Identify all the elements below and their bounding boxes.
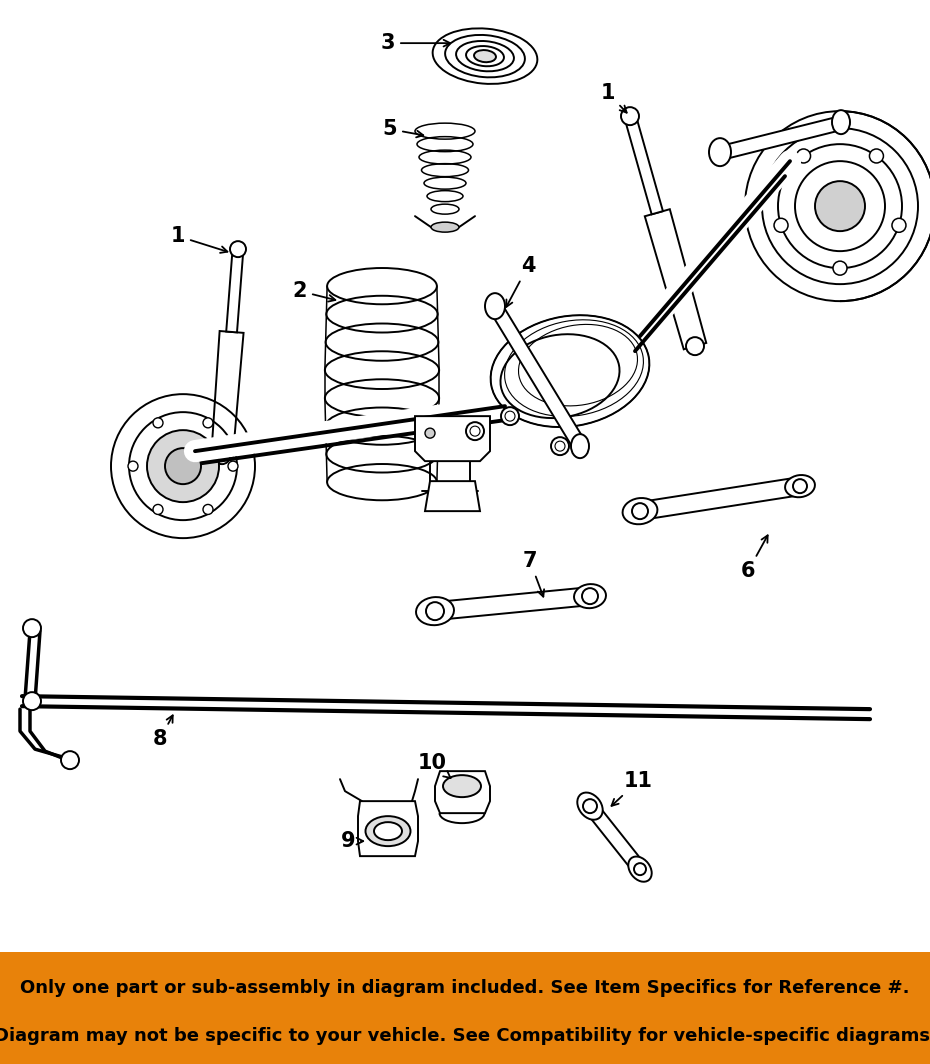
- Polygon shape: [435, 771, 490, 813]
- Text: 3: 3: [380, 33, 450, 53]
- Circle shape: [23, 619, 41, 637]
- Text: 11: 11: [612, 771, 653, 805]
- Circle shape: [466, 422, 484, 440]
- Circle shape: [797, 149, 811, 163]
- Circle shape: [425, 428, 435, 438]
- Circle shape: [774, 218, 788, 232]
- Circle shape: [153, 418, 163, 428]
- Ellipse shape: [485, 294, 505, 319]
- Ellipse shape: [709, 138, 731, 166]
- Ellipse shape: [622, 498, 658, 525]
- Circle shape: [551, 437, 569, 455]
- Text: 9: 9: [340, 831, 364, 851]
- Circle shape: [147, 430, 219, 502]
- Ellipse shape: [578, 793, 603, 819]
- Ellipse shape: [474, 50, 496, 62]
- Polygon shape: [489, 302, 586, 450]
- Polygon shape: [644, 210, 706, 349]
- Polygon shape: [585, 802, 645, 874]
- Text: 8: 8: [153, 715, 173, 749]
- Text: 2: 2: [293, 281, 336, 301]
- Circle shape: [203, 504, 213, 514]
- Text: 1: 1: [601, 83, 627, 113]
- Circle shape: [23, 693, 41, 710]
- Text: 5: 5: [382, 119, 423, 139]
- Ellipse shape: [491, 315, 649, 427]
- Polygon shape: [358, 801, 418, 857]
- Text: 4: 4: [506, 256, 536, 306]
- Circle shape: [214, 448, 230, 464]
- Polygon shape: [720, 116, 845, 160]
- Polygon shape: [226, 249, 244, 332]
- Circle shape: [621, 107, 639, 126]
- Ellipse shape: [785, 475, 815, 497]
- Polygon shape: [434, 587, 591, 620]
- Circle shape: [501, 408, 519, 426]
- FancyBboxPatch shape: [0, 952, 930, 1064]
- Text: 10: 10: [418, 753, 451, 778]
- Circle shape: [228, 461, 238, 471]
- Circle shape: [833, 261, 847, 276]
- Text: Only one part or sub-assembly in diagram included. See Item Specifics for Refere: Only one part or sub-assembly in diagram…: [20, 979, 910, 997]
- Circle shape: [230, 242, 246, 257]
- Circle shape: [128, 461, 138, 471]
- Ellipse shape: [574, 584, 606, 609]
- Circle shape: [892, 218, 906, 232]
- Circle shape: [165, 448, 201, 484]
- Text: 1: 1: [171, 227, 228, 253]
- Text: 7: 7: [523, 551, 544, 597]
- Text: Diagram may not be specific to your vehicle. See Compatibility for vehicle-speci: Diagram may not be specific to your vehi…: [0, 1027, 930, 1045]
- Ellipse shape: [629, 857, 652, 882]
- Circle shape: [153, 504, 163, 514]
- Text: 6: 6: [741, 535, 767, 581]
- Ellipse shape: [832, 111, 850, 134]
- Ellipse shape: [365, 816, 410, 846]
- Circle shape: [686, 337, 704, 355]
- Ellipse shape: [416, 597, 454, 626]
- Ellipse shape: [374, 822, 402, 841]
- Polygon shape: [211, 331, 244, 456]
- Circle shape: [203, 418, 213, 428]
- Ellipse shape: [431, 222, 459, 232]
- Polygon shape: [639, 478, 802, 520]
- Ellipse shape: [571, 434, 589, 459]
- Circle shape: [870, 149, 884, 163]
- Circle shape: [815, 181, 865, 231]
- Polygon shape: [415, 416, 490, 461]
- Circle shape: [61, 751, 79, 769]
- Polygon shape: [425, 481, 480, 511]
- Polygon shape: [624, 115, 663, 214]
- Circle shape: [470, 428, 480, 438]
- Ellipse shape: [443, 776, 481, 797]
